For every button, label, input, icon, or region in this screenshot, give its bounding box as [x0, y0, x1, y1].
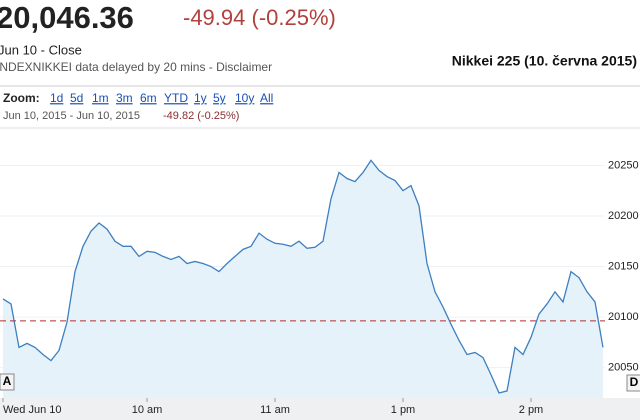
line [2, 159, 604, 394]
zoom-option[interactable]: All [260, 91, 273, 105]
nav-right[interactable]: D [630, 375, 639, 389]
zoom-option[interactable]: 6m [140, 91, 157, 105]
zoom-option[interactable]: 1d [50, 91, 63, 105]
x-axis-band [0, 398, 640, 420]
nav-button[interactable] [0, 373, 15, 391]
price-change: -49.94 (-0.25%) [183, 5, 336, 30]
range-change: -49.82 (-0.25%) [163, 110, 239, 122]
x-tick-label: 1 pm [391, 404, 415, 416]
nav-left[interactable]: A [3, 374, 12, 388]
zoom-option[interactable]: 5d [70, 91, 83, 105]
y-tick-label: 20150 [608, 260, 639, 272]
zoom-option[interactable]: 5y [213, 91, 226, 105]
y-tick-label: 20250 [608, 159, 639, 171]
x-tick-label: Wed Jun 10 [3, 404, 62, 416]
y-tick-label: 20200 [608, 210, 639, 222]
x-tick-label: 2 pm [519, 404, 543, 416]
y-tick-label: 20050 [608, 362, 639, 374]
plot: 20050 20100 20150 20200 20250 Wed Jun 10 10 am… [0, 159, 639, 416]
range: Jun 10, 2015 - Jun 10, 2015 [3, 110, 140, 122]
price: 20,046.36 [0, 0, 134, 35]
y-tick-label: 20100 [608, 311, 639, 323]
area [3, 160, 603, 398]
close-note: Jun 10 - Close [0, 42, 82, 57]
zoom-option[interactable]: 10y [235, 91, 254, 105]
x-tick-label: 11 am [260, 404, 290, 416]
zoom-option[interactable]: YTD [164, 91, 188, 105]
zoom-option[interactable]: 3m [116, 91, 133, 105]
source-note: INDEXNIKKEI data delayed by 20 mins - Di… [0, 60, 272, 74]
nav-button[interactable] [626, 374, 640, 392]
zoom-option[interactable]: 1m [92, 91, 109, 105]
caption: Nikkei 225 (10. června 2015) [452, 53, 637, 69]
x-tick-label: 10 am [132, 404, 163, 416]
zoom-option[interactable]: 1y [194, 91, 207, 105]
zoom-label: Zoom: [3, 91, 40, 105]
